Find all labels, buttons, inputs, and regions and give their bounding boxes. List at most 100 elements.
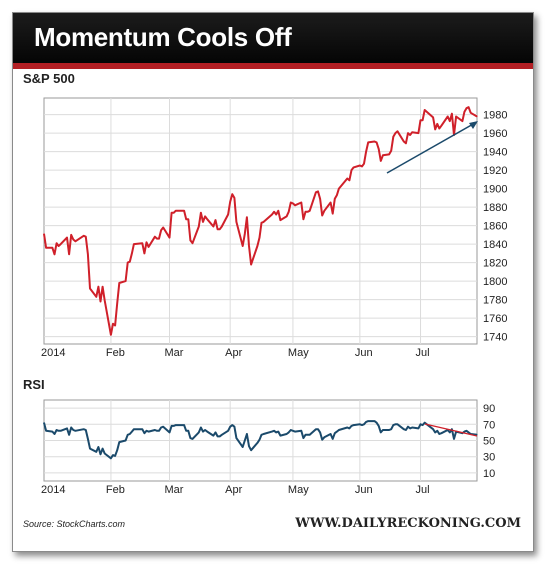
price-data-point bbox=[83, 235, 85, 237]
price-data-point bbox=[45, 247, 47, 249]
price-data-point bbox=[233, 197, 235, 199]
rsi-data-point bbox=[288, 431, 290, 433]
price-data-point bbox=[118, 282, 120, 284]
price-data-point bbox=[116, 302, 118, 304]
price-data-point bbox=[307, 211, 309, 213]
price-data-point bbox=[158, 238, 160, 240]
rsi-data-point bbox=[394, 423, 396, 425]
rsi-data-point bbox=[403, 428, 405, 430]
rsi-data-point bbox=[275, 431, 277, 433]
rsi-data-point bbox=[348, 427, 350, 429]
rsi-x-tick-label: Apr bbox=[225, 484, 242, 496]
price-data-point bbox=[68, 253, 70, 255]
rsi-data-point bbox=[290, 429, 292, 431]
rsi-data-point bbox=[198, 431, 200, 433]
rsi-data-point bbox=[409, 427, 411, 429]
price-data-point bbox=[434, 128, 436, 130]
price-data-point bbox=[373, 140, 376, 143]
rsi-data-point bbox=[72, 429, 74, 431]
rsi-data-point bbox=[417, 427, 419, 429]
rsi-data-point bbox=[168, 431, 171, 433]
rsi-y-axis: 10 30 50 70 90 bbox=[483, 403, 495, 480]
price-x-tick-label: May bbox=[288, 347, 309, 359]
price-data-point bbox=[114, 324, 116, 327]
rsi-data-point bbox=[260, 434, 263, 436]
price-data-point bbox=[359, 164, 361, 167]
price-data-point bbox=[294, 204, 296, 206]
rsi-data-point bbox=[419, 423, 422, 425]
price-data-point bbox=[214, 219, 217, 221]
rsi-data-point bbox=[263, 433, 265, 435]
price-data-point bbox=[288, 211, 290, 213]
rsi-y-tick-label: 70 bbox=[483, 419, 495, 431]
price-data-point bbox=[95, 296, 97, 298]
price-data-point bbox=[304, 211, 307, 213]
rsi-y-tick-label: 10 bbox=[483, 468, 495, 480]
price-data-point bbox=[145, 241, 148, 243]
price-data-point bbox=[332, 213, 334, 215]
rsi-data-point bbox=[315, 428, 317, 430]
price-data-point bbox=[451, 113, 453, 115]
rsi-data-point bbox=[187, 430, 189, 432]
price-y-tick-label: 1800 bbox=[483, 276, 507, 288]
rsi-data-point bbox=[304, 434, 307, 436]
price-data-point bbox=[455, 115, 457, 118]
price-data-point bbox=[396, 130, 399, 132]
rsi-data-point bbox=[378, 425, 380, 427]
rsi-data-point bbox=[388, 429, 390, 431]
price-data-point bbox=[419, 119, 422, 121]
price-data-point bbox=[286, 215, 288, 217]
price-data-point bbox=[85, 236, 87, 238]
price-data-point bbox=[279, 219, 281, 221]
price-data-point bbox=[321, 214, 323, 217]
price-chart-title: S&P 500 bbox=[23, 71, 75, 86]
price-data-point bbox=[447, 115, 449, 118]
price-data-point bbox=[361, 165, 363, 167]
price-data-point bbox=[468, 106, 470, 108]
price-data-point bbox=[390, 150, 392, 152]
rsi-data-point bbox=[336, 431, 338, 433]
rsi-data-point bbox=[468, 431, 470, 433]
rsi-data-point bbox=[85, 429, 87, 431]
rsi-data-point bbox=[66, 427, 68, 429]
rsi-data-point bbox=[382, 429, 384, 431]
price-x-tick-label: Feb bbox=[106, 347, 125, 359]
price-y-tick-label: 1940 bbox=[483, 147, 507, 159]
rsi-data-point bbox=[422, 424, 424, 426]
price-data-point bbox=[334, 198, 336, 200]
price-data-point bbox=[380, 160, 382, 162]
price-data-point bbox=[346, 177, 348, 180]
price-data-point bbox=[424, 109, 426, 111]
rsi-data-point bbox=[219, 435, 221, 437]
price-grid bbox=[44, 98, 477, 344]
price-data-point bbox=[463, 111, 465, 113]
rsi-data-point bbox=[114, 455, 116, 457]
price-data-point bbox=[70, 234, 72, 236]
price-data-point bbox=[56, 242, 58, 244]
price-data-point bbox=[338, 188, 340, 190]
price-data-point bbox=[365, 151, 367, 153]
trend-up-arrow-head bbox=[469, 121, 478, 129]
price-data-point bbox=[403, 140, 405, 143]
rsi-data-point bbox=[323, 436, 325, 438]
rsi-data-point bbox=[160, 426, 162, 429]
rsi-data-point bbox=[145, 430, 148, 432]
price-data-point bbox=[72, 238, 74, 241]
rsi-data-point bbox=[116, 449, 118, 451]
rsi-data-point bbox=[332, 438, 334, 440]
price-y-tick-label: 1880 bbox=[483, 202, 507, 214]
price-data-point bbox=[212, 225, 214, 228]
rsi-data-point bbox=[411, 426, 413, 429]
rsi-data-point bbox=[129, 433, 131, 435]
rsi-data-point bbox=[233, 426, 235, 428]
price-data-point bbox=[317, 190, 319, 192]
rsi-data-point bbox=[321, 439, 323, 441]
price-x-tick-label: Jul bbox=[416, 347, 430, 359]
rsi-grid bbox=[44, 400, 477, 481]
price-data-point bbox=[87, 253, 89, 255]
price-data-point bbox=[273, 211, 275, 213]
rsi-data-point bbox=[317, 428, 319, 430]
rsi-data-point bbox=[451, 428, 453, 430]
rsi-x-tick-label: Mar bbox=[165, 484, 184, 496]
price-data-point bbox=[250, 263, 252, 266]
